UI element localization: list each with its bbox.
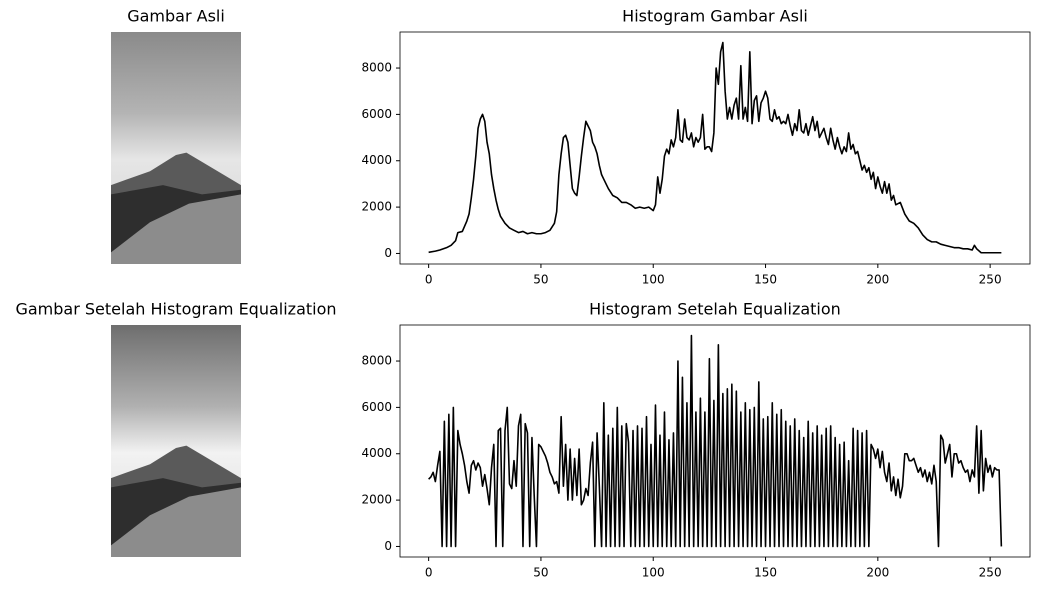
chart-title: Histogram Gambar Asli: [622, 7, 808, 26]
y-tick-label: 0: [384, 246, 392, 260]
x-tick-label: 200: [866, 566, 889, 580]
x-tick-label: 0: [425, 273, 433, 287]
y-tick-label: 4000: [361, 446, 392, 460]
histogram-line: [428, 41, 1002, 254]
y-tick-label: 8000: [361, 61, 392, 75]
x-tick-label: 150: [754, 273, 777, 287]
photo: [111, 32, 241, 264]
x-tick-label: 100: [642, 566, 665, 580]
axes-frame: [399, 324, 1031, 558]
histogram-line: [428, 334, 1003, 548]
x-tick-label: 250: [979, 566, 1002, 580]
x-tick-label: 50: [533, 273, 548, 287]
y-tick-label: 0: [384, 539, 392, 553]
image-title: Gambar Setelah Histogram Equalization: [15, 300, 336, 319]
y-tick-label: 2000: [361, 493, 392, 507]
image-title: Gambar Asli: [127, 7, 225, 26]
x-tick-label: 100: [642, 273, 665, 287]
y-tick-label: 6000: [361, 107, 392, 121]
axes-frame: [399, 31, 1031, 265]
x-tick-label: 150: [754, 566, 777, 580]
y-tick-label: 2000: [361, 200, 392, 214]
chart-title: Histogram Setelah Equalization: [589, 300, 841, 319]
x-tick-label: 200: [866, 273, 889, 287]
photo-hill: [111, 194, 241, 264]
x-tick-label: 50: [533, 566, 548, 580]
y-tick-label: 4000: [361, 153, 392, 167]
x-tick-label: 250: [979, 273, 1002, 287]
y-tick-label: 6000: [361, 400, 392, 414]
x-tick-label: 0: [425, 566, 433, 580]
photo: [111, 325, 241, 557]
y-tick-label: 8000: [361, 354, 392, 368]
photo-hill: [111, 487, 241, 557]
